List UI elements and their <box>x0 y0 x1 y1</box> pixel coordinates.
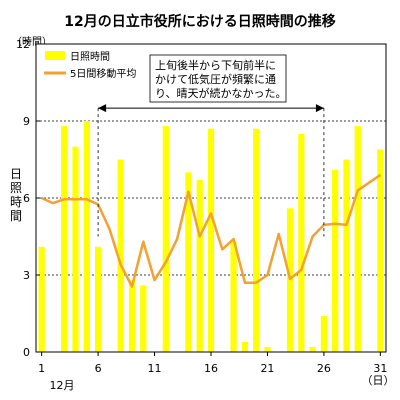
bar <box>83 121 90 352</box>
x-tick-label: 26 <box>317 362 331 375</box>
legend: 日照時間 5日間移動平均 <box>44 51 136 80</box>
y-axis-title: 日照時間 <box>10 167 22 223</box>
chart-title: 12月の日立市役所における日照時間の推移 <box>64 13 335 30</box>
y-axis-title-char: 日 <box>10 167 22 181</box>
annotation-text-line: かけて低気圧が頻繁に通 <box>155 72 276 86</box>
bar <box>320 316 328 352</box>
bar <box>72 146 79 352</box>
annotation-text-line: 上旬後半から下旬前半に <box>155 58 276 72</box>
bar <box>253 128 260 352</box>
y-axis-title-char: 間 <box>10 209 22 223</box>
annotation-arrowhead-left <box>98 104 107 113</box>
bar <box>377 149 384 352</box>
x-axis-unit-label: （日） <box>362 374 395 387</box>
bar <box>38 246 45 352</box>
legend-swatch-sunshine <box>45 51 65 60</box>
y-tick-label: 9 <box>23 115 30 128</box>
bar <box>298 133 305 352</box>
y-axis-title-char: 照 <box>10 181 22 195</box>
bar <box>354 126 361 352</box>
bar <box>128 280 136 352</box>
bar <box>241 341 248 352</box>
y-axis-title-char: 時 <box>10 195 22 209</box>
y-tick-label: 0 <box>23 346 30 359</box>
x-tick-label: 1 <box>38 362 45 375</box>
bar <box>196 180 203 352</box>
bar <box>332 169 339 352</box>
legend-label-average: 5日間移動平均 <box>70 67 136 80</box>
annotation-arrowhead-right <box>315 104 324 113</box>
x-tick-label: 6 <box>95 362 102 375</box>
y-tick-label: 6 <box>23 192 30 205</box>
x-axis-month-label: 12月 <box>50 379 75 392</box>
legend-label-sunshine: 日照時間 <box>70 51 110 63</box>
bar <box>185 172 192 352</box>
x-tick-label: 11 <box>148 362 162 375</box>
bar <box>117 159 124 352</box>
bar <box>94 246 102 352</box>
bar <box>162 126 169 352</box>
annotation-text-line: り、晴天が続かなかった。 <box>155 86 287 100</box>
bar <box>140 285 147 352</box>
bar-series <box>38 121 384 352</box>
bar <box>343 159 350 352</box>
x-tick-label: 31 <box>373 362 387 375</box>
bar <box>207 128 215 352</box>
bar <box>230 241 237 352</box>
bar <box>264 346 271 352</box>
y-tick-label: 12 <box>16 38 30 51</box>
y-tick-label: 3 <box>23 269 30 282</box>
annotation-box <box>149 54 287 103</box>
bar <box>309 346 316 352</box>
bar <box>61 126 68 352</box>
x-tick-label: 16 <box>204 362 218 375</box>
x-tick-label: 21 <box>260 362 274 375</box>
